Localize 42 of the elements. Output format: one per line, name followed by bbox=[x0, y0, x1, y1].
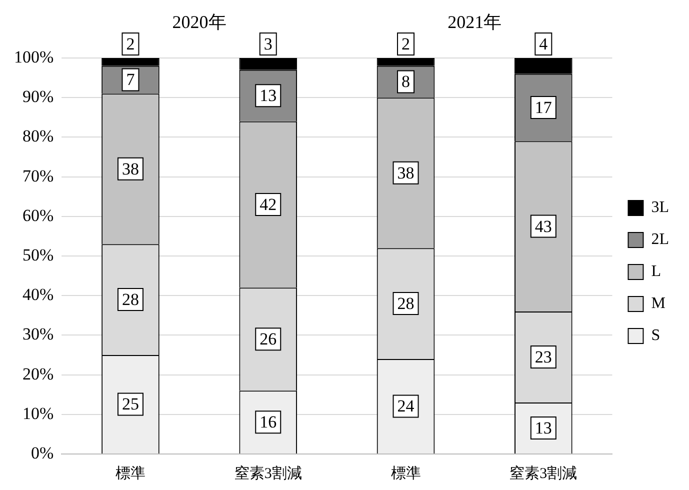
data-label: 16 bbox=[260, 412, 277, 432]
legend-label: 3L bbox=[651, 199, 670, 216]
data-label: 7 bbox=[126, 70, 136, 90]
data-label: 38 bbox=[397, 163, 414, 182]
data-label: 23 bbox=[534, 347, 552, 366]
x-tick-label: 標準 bbox=[115, 464, 146, 482]
data-label: 17 bbox=[534, 98, 552, 117]
y-tick-label: 30% bbox=[22, 324, 54, 344]
data-label: 13 bbox=[534, 418, 552, 438]
legend-label: 2L bbox=[651, 231, 670, 248]
y-tick-label: 100% bbox=[14, 47, 54, 66]
data-label: 42 bbox=[260, 194, 277, 214]
data-label: 38 bbox=[122, 159, 139, 178]
x-tick-label: 窒素3割減 bbox=[510, 464, 578, 482]
data-label: 25 bbox=[122, 394, 139, 414]
data-label: 2 bbox=[402, 34, 410, 54]
text: 2020年 bbox=[172, 12, 226, 32]
legend-label: S bbox=[651, 327, 660, 344]
legend-label: M bbox=[651, 295, 666, 312]
y-tick-label: 90% bbox=[22, 87, 54, 106]
y-tick-label: 20% bbox=[22, 364, 54, 384]
data-label: 4 bbox=[539, 34, 548, 54]
data-label: 8 bbox=[402, 72, 410, 92]
text: 2021年 bbox=[448, 12, 502, 32]
x-tick-label: 標準 bbox=[390, 464, 421, 482]
y-tick-label: 80% bbox=[22, 126, 54, 146]
x-tick-label: 窒素3割減 bbox=[234, 464, 302, 482]
data-label: 3 bbox=[264, 34, 272, 54]
y-tick-label: 60% bbox=[22, 206, 54, 225]
y-tick-label: 10% bbox=[22, 404, 54, 423]
y-tick-label: 70% bbox=[22, 166, 54, 186]
data-label: 2 bbox=[126, 34, 135, 54]
y-tick-label: 50% bbox=[22, 245, 54, 264]
y-tick-label: 0% bbox=[30, 443, 54, 462]
data-label: 28 bbox=[397, 294, 414, 313]
data-label: 26 bbox=[260, 330, 277, 349]
data-label: 24 bbox=[397, 396, 415, 416]
y-tick-label: 40% bbox=[22, 285, 54, 304]
data-label: 28 bbox=[122, 290, 139, 310]
data-label: 43 bbox=[534, 216, 552, 236]
data-label: 13 bbox=[260, 86, 277, 106]
legend-label: L bbox=[651, 263, 662, 280]
